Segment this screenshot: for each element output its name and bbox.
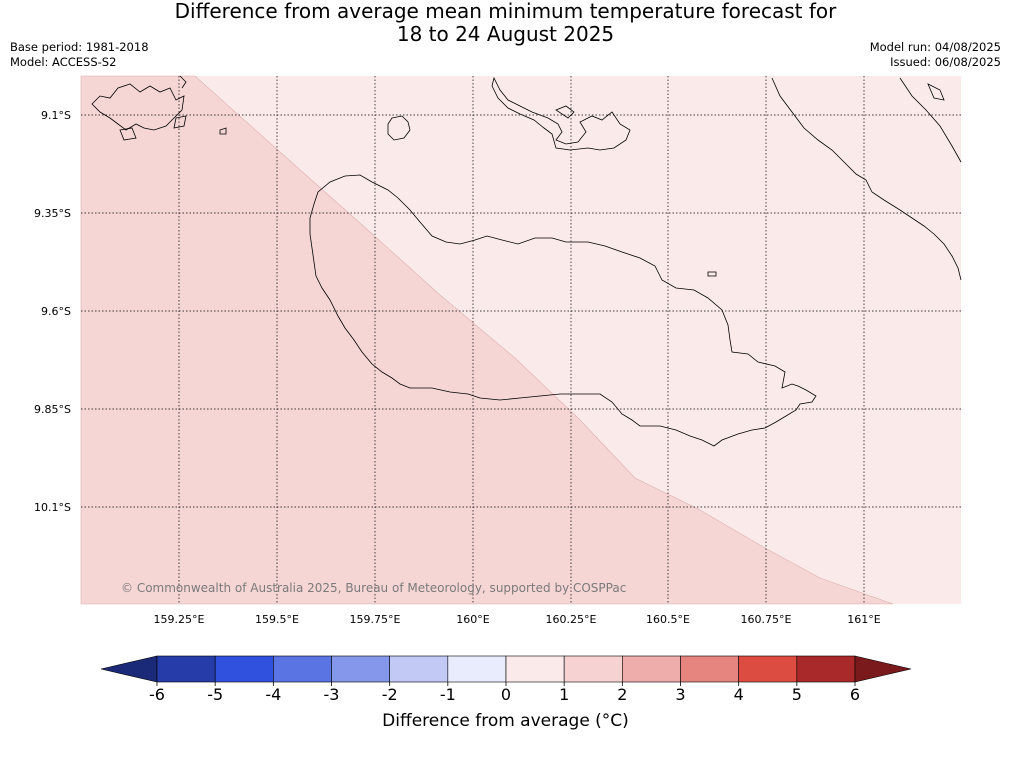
coastline-malaita (771, 77, 962, 281)
colorbar-segment (796, 655, 856, 683)
longitude-label: 160°E (456, 613, 489, 626)
model-run: Model run: 04/08/2025 (869, 40, 1001, 54)
colorbar-label: Difference from average (°C) (382, 711, 629, 731)
graticule (81, 76, 961, 604)
title-line-2: 18 to 24 August 2025 (396, 22, 615, 46)
coastlines (91, 75, 962, 447)
colorbar-underflow-arrow (100, 655, 158, 683)
longitude-labels: 159.25°E 159.5°E 159.75°E 160°E 160.25°E 160.… (154, 613, 881, 626)
colorbar-overflow-arrow (854, 655, 912, 683)
latitude-label: 9.85°S (34, 403, 71, 416)
colorbar-segment (738, 655, 798, 683)
base-period: Base period: 1981-2018 (10, 40, 149, 54)
longitude-label: 161°E (847, 613, 880, 626)
copyright-text: © Commonwealth of Australia 2025, Bureau… (121, 581, 626, 595)
colorbar-tick-label: -3 (324, 685, 340, 704)
issued-date: Issued: 06/08/2025 (890, 55, 1001, 69)
coastline-isabel (91, 83, 185, 131)
colorbar-segment (214, 655, 274, 683)
colorbar-tick-label: 1 (559, 685, 569, 704)
colorbar-tick-label: 5 (792, 685, 802, 704)
coastline-malaita-north (899, 77, 962, 163)
coastline-main-island (309, 174, 817, 447)
colorbar-tick-label: -2 (382, 685, 398, 704)
model-name: Model: ACCESS-S2 (10, 55, 117, 69)
longitude-label: 159.75°E (350, 613, 401, 626)
colorbar-segment (622, 655, 681, 683)
colorbar-tick-label: 3 (675, 685, 685, 704)
coastline-islet (173, 115, 187, 129)
colorbar-segment (156, 655, 216, 683)
anomaly-band-1-to-2 (80, 75, 894, 605)
coastline-florida-islands (491, 76, 631, 151)
longitude-label: 159.5°E (255, 613, 299, 626)
latitude-label: 9.35°S (34, 207, 71, 220)
colorbar-segment (505, 655, 565, 683)
colorbar-tick-labels: -6 -5 -4 -3 -2 -1 0 1 2 3 4 5 6 (149, 682, 860, 704)
colorbar-segment (273, 655, 332, 683)
colorbar-segment (563, 655, 623, 683)
colorbar-tick-label: 2 (617, 685, 627, 704)
coastline-islet (707, 271, 717, 277)
colorbar-tick-label: -4 (265, 685, 281, 704)
colorbar-tick-label: -5 (207, 685, 223, 704)
colorbar-segment (389, 655, 449, 683)
longitude-label: 159.25°E (154, 613, 205, 626)
longitude-label: 160.5°E (646, 613, 690, 626)
colorbar-tick-label: -6 (149, 685, 165, 704)
colorbar-tick-label: 0 (501, 685, 511, 704)
title-line-1: Difference from average mean minimum tem… (174, 0, 837, 23)
meta-left: Base period: 1981-2018 Model: ACCESS-S2 (10, 40, 149, 70)
longitude-label: 160.75°E (741, 613, 792, 626)
latitude-labels: 9.1°S 9.35°S 9.6°S 9.85°S 10.1°S (34, 109, 71, 514)
colorbar-segment (680, 655, 739, 683)
latitude-label: 10.1°S (34, 501, 71, 514)
colorbar-segment (331, 655, 390, 683)
coastline-islet (179, 75, 187, 89)
coastline-islet (219, 127, 227, 135)
map-title: Difference from average mean minimum tem… (0, 0, 1011, 46)
colorbar-segment (447, 655, 507, 683)
colorbar-tick-label: 4 (734, 685, 744, 704)
longitude-label: 160.25°E (546, 613, 597, 626)
latitude-label: 9.1°S (41, 109, 71, 122)
coastline-islet (927, 83, 945, 101)
latitude-label: 9.6°S (41, 305, 71, 318)
colorbar-tick-label: 6 (850, 685, 860, 704)
coastline-small-island (387, 115, 411, 141)
coastline-islet (119, 127, 137, 141)
meta-right: Model run: 04/08/2025 Issued: 06/08/2025 (870, 40, 1001, 70)
colorbar (100, 655, 912, 683)
colorbar-tick-label: -1 (440, 685, 456, 704)
